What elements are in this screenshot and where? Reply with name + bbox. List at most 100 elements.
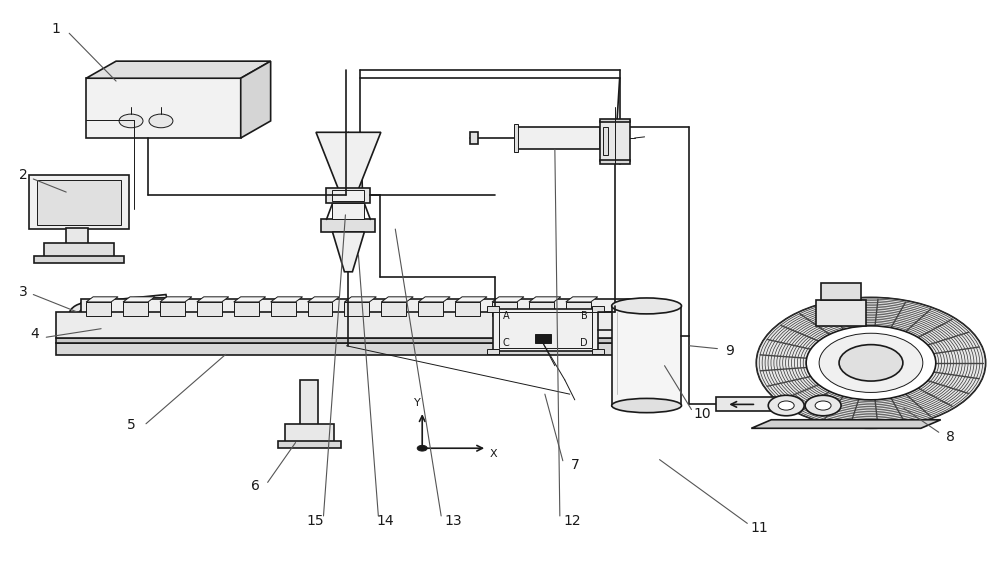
Text: 12: 12 bbox=[563, 514, 581, 527]
Bar bbox=[321, 220, 375, 232]
Polygon shape bbox=[316, 132, 381, 189]
Bar bbox=[493, 309, 598, 351]
Circle shape bbox=[815, 401, 831, 410]
Text: Y: Y bbox=[414, 398, 421, 407]
Polygon shape bbox=[308, 297, 339, 302]
Text: 4: 4 bbox=[30, 327, 39, 341]
Ellipse shape bbox=[612, 399, 681, 412]
Polygon shape bbox=[197, 297, 229, 302]
Polygon shape bbox=[418, 297, 450, 302]
Bar bbox=[487, 348, 499, 354]
Circle shape bbox=[149, 114, 173, 128]
Circle shape bbox=[839, 344, 903, 381]
Circle shape bbox=[417, 446, 427, 451]
Polygon shape bbox=[271, 297, 303, 302]
Bar bbox=[592, 348, 604, 354]
Bar bbox=[326, 188, 370, 204]
Bar bbox=[381, 302, 406, 316]
Circle shape bbox=[78, 307, 104, 322]
Bar bbox=[86, 78, 241, 138]
Bar bbox=[529, 302, 554, 316]
Bar bbox=[123, 302, 148, 316]
Text: 13: 13 bbox=[444, 514, 462, 527]
Circle shape bbox=[142, 321, 160, 331]
Polygon shape bbox=[566, 297, 598, 302]
Text: A: A bbox=[503, 311, 510, 321]
Polygon shape bbox=[492, 297, 524, 302]
Text: 7: 7 bbox=[570, 458, 579, 472]
Bar bbox=[285, 424, 334, 443]
Text: 11: 11 bbox=[750, 521, 768, 535]
Bar bbox=[44, 243, 114, 257]
Bar bbox=[56, 339, 630, 343]
Text: 8: 8 bbox=[946, 430, 955, 444]
Bar bbox=[716, 397, 786, 411]
Text: D: D bbox=[580, 338, 588, 348]
Polygon shape bbox=[56, 331, 655, 343]
Text: 5: 5 bbox=[127, 419, 135, 432]
Bar bbox=[492, 302, 517, 316]
Bar bbox=[160, 302, 185, 316]
Circle shape bbox=[119, 114, 143, 128]
Polygon shape bbox=[234, 297, 266, 302]
Bar bbox=[499, 312, 592, 348]
Circle shape bbox=[768, 395, 804, 416]
Bar bbox=[600, 121, 630, 161]
Polygon shape bbox=[160, 297, 192, 302]
Bar bbox=[29, 175, 129, 229]
Text: B: B bbox=[581, 311, 588, 321]
Text: 3: 3 bbox=[19, 285, 28, 299]
Polygon shape bbox=[81, 295, 171, 326]
Polygon shape bbox=[81, 299, 655, 326]
Bar bbox=[603, 126, 608, 155]
Bar bbox=[56, 312, 630, 339]
Text: 10: 10 bbox=[694, 407, 711, 421]
Bar bbox=[470, 132, 478, 144]
Text: X: X bbox=[490, 449, 498, 459]
Bar bbox=[86, 302, 111, 316]
Ellipse shape bbox=[612, 298, 681, 314]
Bar bbox=[332, 204, 364, 220]
Text: 6: 6 bbox=[251, 479, 260, 494]
Bar bbox=[566, 302, 591, 316]
Bar bbox=[514, 124, 518, 152]
Text: 2: 2 bbox=[19, 168, 28, 182]
Bar bbox=[612, 306, 681, 406]
Polygon shape bbox=[86, 297, 118, 302]
Polygon shape bbox=[751, 420, 941, 428]
Circle shape bbox=[806, 326, 936, 400]
Polygon shape bbox=[455, 297, 487, 302]
Polygon shape bbox=[86, 61, 271, 78]
Polygon shape bbox=[529, 297, 561, 302]
Bar bbox=[37, 180, 121, 225]
Bar bbox=[234, 302, 259, 316]
Bar bbox=[332, 190, 364, 201]
Circle shape bbox=[152, 321, 170, 331]
Bar bbox=[300, 380, 318, 426]
Polygon shape bbox=[123, 297, 155, 302]
Text: 1: 1 bbox=[52, 22, 61, 35]
Bar bbox=[535, 334, 551, 343]
Circle shape bbox=[778, 401, 794, 410]
Polygon shape bbox=[381, 297, 413, 302]
Bar bbox=[600, 160, 630, 164]
Bar bbox=[816, 300, 866, 326]
Bar bbox=[344, 302, 369, 316]
Bar bbox=[66, 228, 88, 246]
Circle shape bbox=[69, 302, 113, 327]
Bar bbox=[56, 343, 630, 355]
Bar bbox=[308, 302, 332, 316]
Bar bbox=[592, 306, 604, 312]
Polygon shape bbox=[241, 61, 271, 138]
Bar bbox=[34, 256, 124, 263]
Circle shape bbox=[805, 395, 841, 416]
Bar bbox=[278, 442, 341, 448]
Polygon shape bbox=[332, 232, 364, 272]
Bar bbox=[821, 283, 861, 300]
Bar bbox=[455, 302, 480, 316]
Bar bbox=[271, 302, 296, 316]
Text: 9: 9 bbox=[725, 344, 734, 359]
Text: C: C bbox=[503, 338, 510, 348]
Bar bbox=[487, 306, 499, 312]
Bar bbox=[600, 118, 630, 122]
